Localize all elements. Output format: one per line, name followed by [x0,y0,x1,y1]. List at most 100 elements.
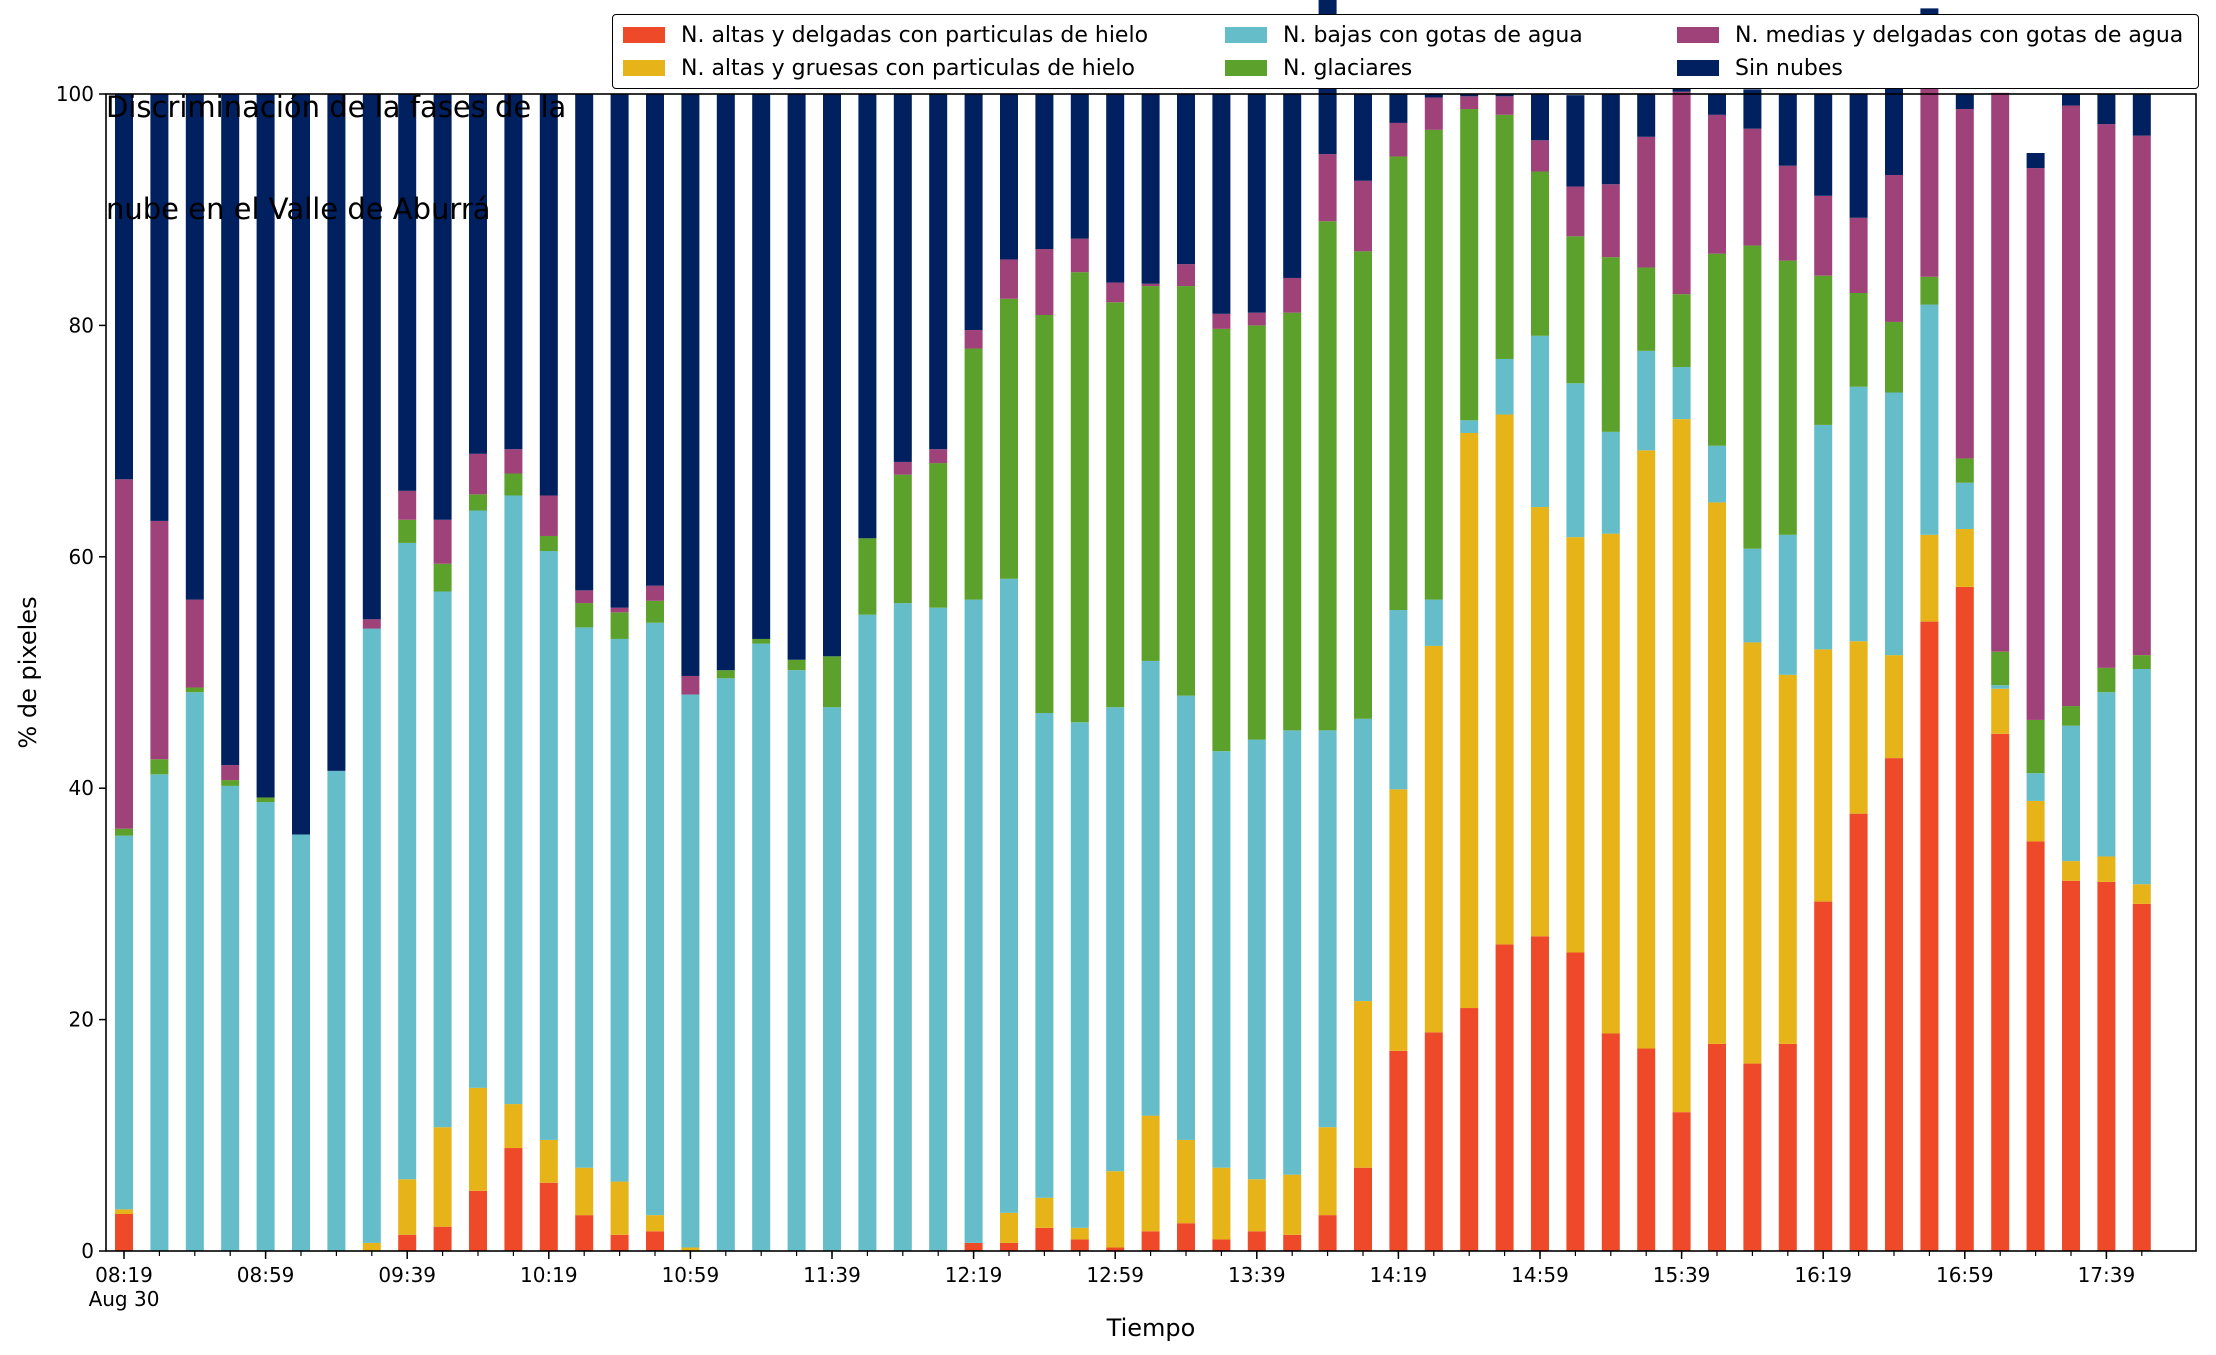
bar-segment [1920,276,1939,305]
bar-segment [539,551,558,1140]
bar-segment [185,692,204,1251]
bar-segment [575,627,594,1168]
bar-segment [1991,651,2010,686]
bar-segment [469,1190,487,1251]
bar-segment [1778,165,1797,261]
bar-segment [2097,94,2116,125]
bar-segment [681,1247,700,1251]
bar-segment [1318,221,1337,731]
legend-item-bajas-agua: N. bajas con gotas de agua [1225,20,1583,50]
bar-segment [1743,89,1762,129]
bar-segment [964,94,983,331]
bar-segment [150,774,169,1251]
bar-segment [964,348,983,600]
bar-segment [1389,1050,1408,1251]
bar-segment [2097,124,2116,668]
bar-segment [1212,1167,1231,1240]
legend-swatch [1225,27,1267,43]
bar-segment [681,694,700,1248]
bar-segment [1389,610,1408,790]
bar-segment [646,622,664,1216]
bar-segment [469,510,487,1088]
bar-segment [1070,238,1089,273]
bar-segment [1495,414,1514,945]
x-tick-label: 17:39 [2078,1263,2136,1287]
bar-segment [2132,94,2151,136]
x-tick-label: 12:19 [945,1263,1003,1287]
bar-segment [1141,283,1160,287]
bar-segment [1354,180,1372,252]
bar-segment [115,1213,133,1251]
bar-segment [1070,94,1089,239]
bar-segment [1354,1001,1372,1168]
bar-segment [398,542,417,1180]
bar-segment [1212,94,1231,314]
bar-segment [433,563,452,592]
bar-segment [1212,313,1231,329]
bar-segment [256,94,275,798]
bar-segment [1885,83,1903,175]
bar-segment [1531,140,1549,172]
bar-segment [752,643,771,1251]
bar-segment [469,453,487,495]
bar-segment [1778,534,1797,675]
bar-segment [1035,1197,1054,1228]
bar-segment [221,785,240,1251]
bar-segment [504,495,523,1105]
bar-segment [1814,275,1833,425]
bar-segment [1106,1171,1125,1248]
bar-segment [858,538,877,615]
bar-segment [1354,251,1372,719]
bar-segment [185,94,204,600]
bar-segment [1247,312,1266,326]
bar-segment [1885,392,1903,656]
bar-segment [575,590,594,604]
bar-segment [2097,856,2116,882]
bar-segment [1000,94,1018,260]
bar-segment [1849,94,1868,218]
bar-segment [1247,94,1266,313]
bar-segment [1885,655,1903,759]
legend-label: N. altas y gruesas con particulas de hie… [681,55,1135,81]
bar-segment [2132,655,2151,670]
bar-segment [716,94,735,671]
legend-item-glaciares: N. glaciares [1225,53,1412,83]
bar-segment [1708,114,1726,254]
bar-segment [1814,424,1833,650]
bar-segment [1637,450,1656,1049]
bar-segment [646,600,664,623]
bar-segment [1035,713,1054,1198]
bar-segment [1708,502,1726,1044]
bar-segment [362,94,381,620]
legend-label: N. glaciares [1283,55,1413,81]
bar-segment [1566,95,1585,187]
bar-segment [716,670,735,679]
bar-segment [2026,773,2045,801]
x-tick-label: 10:59 [662,1263,720,1287]
bar-segment [539,1182,558,1251]
bar-segment [1920,69,1939,277]
bar-segment [610,1234,629,1251]
bar-segment [1247,325,1266,740]
bar-segment [256,797,275,803]
bar-segment [1424,94,1443,98]
bar-segment [2026,800,2045,842]
x-axis-label: Tiempo [1106,1314,1196,1342]
legend-swatch [1225,60,1267,76]
bar-segment [1495,114,1514,359]
bar-segment [469,1087,487,1191]
bar-segment [1849,386,1868,642]
bar-segment [115,828,133,836]
bar-segment [1531,936,1549,1251]
bar-segment [1318,730,1337,1128]
bar-segment [964,599,983,1243]
bar-segment [1495,94,1514,97]
bar-segment [1318,1215,1337,1251]
legend: N. altas y delgadas con particulas de hi… [612,14,2199,89]
bar-segment [610,94,629,608]
bar-segment [1035,314,1054,713]
bar-segment [1708,94,1726,115]
bar-segment [1531,94,1549,141]
